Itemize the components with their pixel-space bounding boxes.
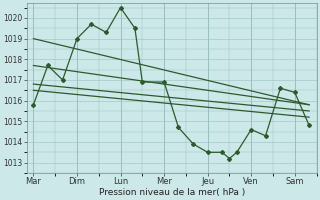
X-axis label: Pression niveau de la mer( hPa ): Pression niveau de la mer( hPa ) xyxy=(99,188,245,197)
